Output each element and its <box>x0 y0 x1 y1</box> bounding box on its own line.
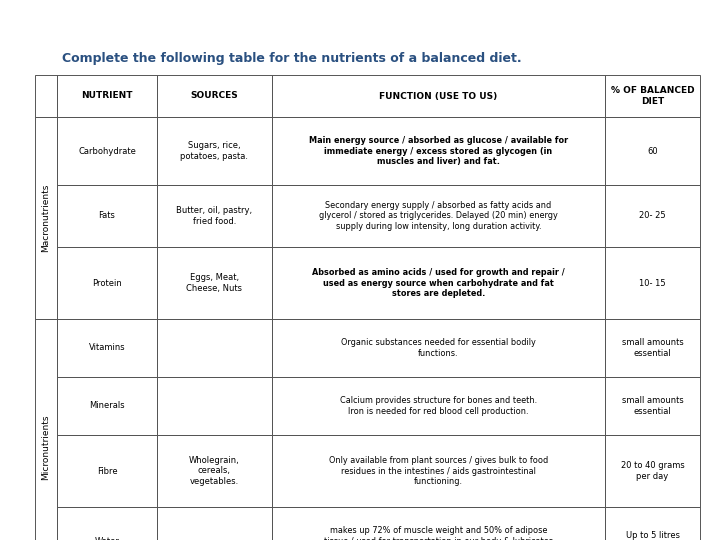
Text: 60: 60 <box>647 146 658 156</box>
Text: SOURCES: SOURCES <box>191 91 238 100</box>
Bar <box>605 117 700 185</box>
Bar <box>157 117 272 185</box>
Bar <box>605 377 700 435</box>
Text: makes up 72% of muscle weight and 50% of adipose
tissue / used for transportatio: makes up 72% of muscle weight and 50% of… <box>324 526 553 540</box>
Bar <box>35 319 57 540</box>
Text: Minerals: Minerals <box>89 402 125 410</box>
Text: Sugars, rice,
potatoes, pasta.: Sugars, rice, potatoes, pasta. <box>181 141 248 161</box>
Text: Fibre: Fibre <box>96 467 117 476</box>
Text: Secondary energy supply / absorbed as fatty acids and
glycerol / stored as trigl: Secondary energy supply / absorbed as fa… <box>319 201 558 231</box>
Bar <box>57 247 157 319</box>
Text: small amounts
essential: small amounts essential <box>621 396 683 416</box>
Bar <box>157 377 272 435</box>
Bar <box>605 247 700 319</box>
Text: 20- 25: 20- 25 <box>639 212 666 220</box>
Bar <box>272 117 605 185</box>
Bar <box>157 185 272 247</box>
Bar <box>272 507 605 540</box>
Bar <box>272 319 605 377</box>
Text: Vitamins: Vitamins <box>89 343 125 353</box>
Bar <box>57 507 157 540</box>
Bar <box>157 507 272 540</box>
Text: Absorbed as amino acids / used for growth and repair /
used as energy source whe: Absorbed as amino acids / used for growt… <box>312 268 565 298</box>
Text: Carbohydrate: Carbohydrate <box>78 146 136 156</box>
Text: Water: Water <box>94 537 120 540</box>
Bar <box>57 377 157 435</box>
Bar <box>272 377 605 435</box>
Text: 10- 15: 10- 15 <box>639 279 666 287</box>
Bar <box>157 435 272 507</box>
Bar <box>605 507 700 540</box>
Text: Only available from plant sources / gives bulk to food
residues in the intestine: Only available from plant sources / give… <box>329 456 548 486</box>
Text: 20 to 40 grams
per day: 20 to 40 grams per day <box>621 461 685 481</box>
Text: small amounts
essential: small amounts essential <box>621 338 683 357</box>
Bar <box>35 117 57 319</box>
Bar <box>605 435 700 507</box>
Text: Butter, oil, pastry,
fried food.: Butter, oil, pastry, fried food. <box>176 206 253 226</box>
Text: Micronutrients: Micronutrients <box>42 414 50 480</box>
Bar <box>272 75 605 117</box>
Text: Fats: Fats <box>99 212 115 220</box>
Bar <box>157 75 272 117</box>
Bar <box>157 319 272 377</box>
Text: Complete the following table for the nutrients of a balanced diet.: Complete the following table for the nut… <box>62 52 521 65</box>
Text: % OF BALANCED
DIET: % OF BALANCED DIET <box>611 86 694 106</box>
Bar <box>605 75 700 117</box>
Text: Up to 5 litres
per day: Up to 5 litres per day <box>626 531 680 540</box>
Text: Main energy source / absorbed as glucose / available for
immediate energy / exce: Main energy source / absorbed as glucose… <box>309 136 568 166</box>
Text: Eggs, Meat,
Cheese, Nuts: Eggs, Meat, Cheese, Nuts <box>186 273 243 293</box>
Bar <box>57 185 157 247</box>
Bar <box>272 247 605 319</box>
Bar <box>57 319 157 377</box>
Bar <box>605 185 700 247</box>
Bar <box>605 319 700 377</box>
Text: FUNCTION (USE TO US): FUNCTION (USE TO US) <box>379 91 498 100</box>
Bar <box>35 75 57 117</box>
Text: NUTRIENT: NUTRIENT <box>81 91 132 100</box>
Bar <box>57 435 157 507</box>
Text: Calcium provides structure for bones and teeth.
Iron is needed for red blood cel: Calcium provides structure for bones and… <box>340 396 537 416</box>
Bar <box>272 435 605 507</box>
Text: Organic substances needed for essential bodily
functions.: Organic substances needed for essential … <box>341 338 536 357</box>
Text: Protein: Protein <box>92 279 122 287</box>
Text: Macronutrients: Macronutrients <box>42 184 50 252</box>
Bar <box>272 185 605 247</box>
Bar <box>57 117 157 185</box>
Bar <box>57 75 157 117</box>
Bar <box>157 247 272 319</box>
Text: Wholegrain,
cereals,
vegetables.: Wholegrain, cereals, vegetables. <box>189 456 240 486</box>
